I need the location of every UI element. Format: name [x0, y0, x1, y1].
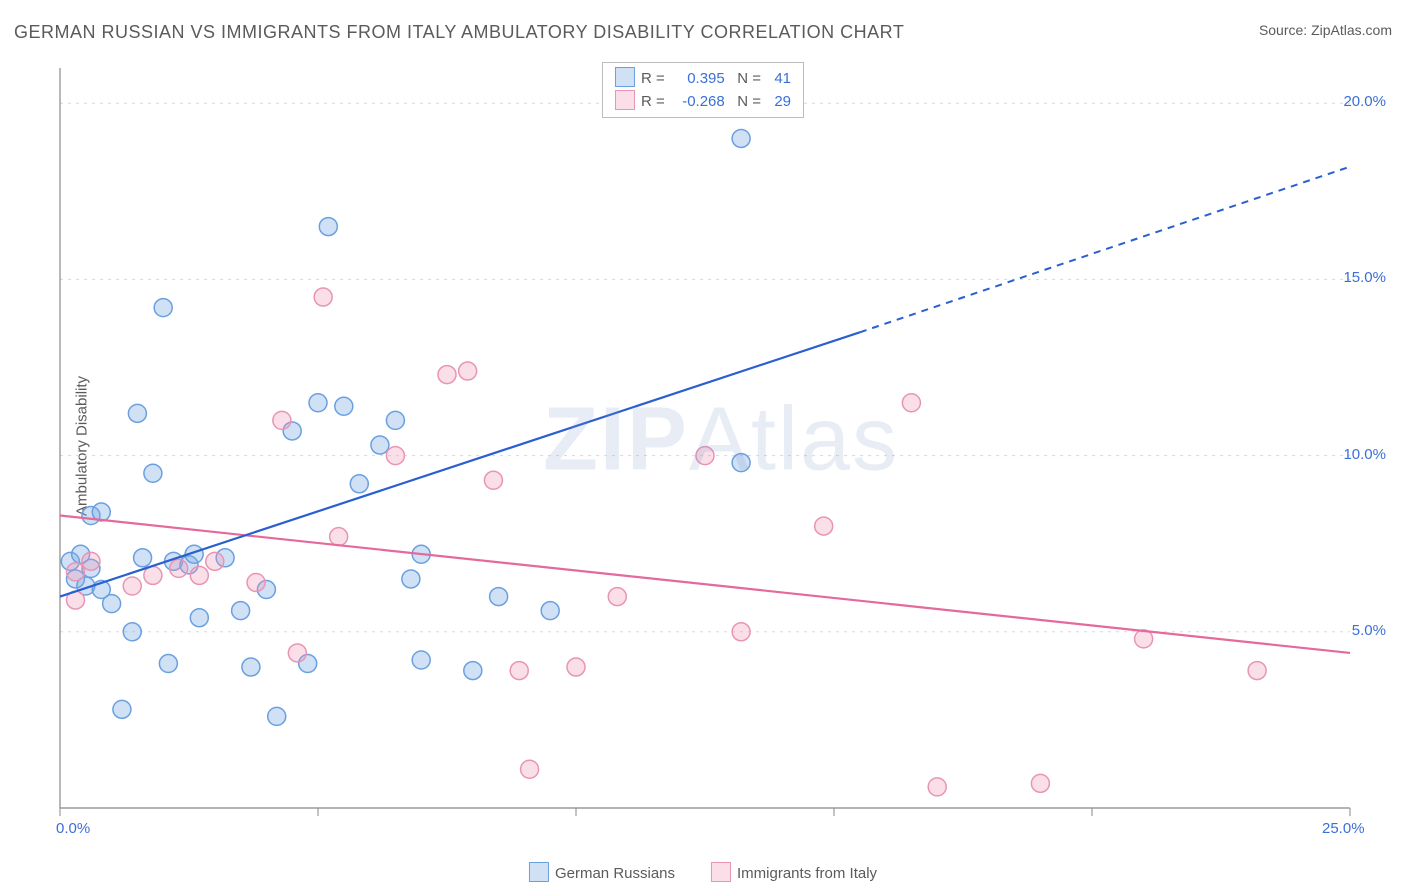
- x-tick-label: 25.0%: [1322, 820, 1365, 837]
- swatch-german_russians: [615, 67, 635, 87]
- plot-area: ZIPAtlas: [56, 60, 1386, 830]
- legend-row-immigrants_italy: R = -0.268 N = 29: [615, 90, 791, 113]
- y-tick-label: 5.0%: [1352, 622, 1386, 639]
- n-value: 29: [761, 91, 791, 113]
- n-value: 41: [761, 68, 791, 90]
- y-tick-label: 10.0%: [1343, 446, 1386, 463]
- legend-label: Immigrants from Italy: [737, 865, 877, 882]
- r-value: 0.395: [665, 68, 725, 90]
- r-value: -0.268: [665, 91, 725, 113]
- y-tick-label: 20.0%: [1343, 93, 1386, 110]
- n-label: N =: [737, 91, 761, 113]
- source-prefix: Source:: [1259, 22, 1311, 38]
- legend-row-german_russians: R = 0.395 N = 41: [615, 67, 791, 90]
- source-credit: Source: ZipAtlas.com: [1259, 22, 1392, 38]
- source-name: ZipAtlas.com: [1311, 22, 1392, 38]
- swatch-immigrants_italy: [615, 90, 635, 110]
- series-legend: German Russians Immigrants from Italy: [511, 862, 895, 882]
- swatch-immigrants_italy: [711, 862, 731, 882]
- page-title: GERMAN RUSSIAN VS IMMIGRANTS FROM ITALY …: [14, 22, 904, 42]
- legend-item-german_russians: German Russians: [529, 862, 675, 882]
- chart-svg: [56, 60, 1386, 830]
- r-label: R =: [641, 91, 665, 113]
- correlation-legend: R = 0.395 N = 41R = -0.268 N = 29: [602, 62, 804, 118]
- r-label: R =: [641, 68, 665, 90]
- legend-item-immigrants_italy: Immigrants from Italy: [711, 862, 877, 882]
- legend-label: German Russians: [555, 865, 675, 882]
- n-label: N =: [737, 68, 761, 90]
- y-tick-label: 15.0%: [1343, 269, 1386, 286]
- x-tick-label: 0.0%: [56, 820, 90, 837]
- swatch-german_russians: [529, 862, 549, 882]
